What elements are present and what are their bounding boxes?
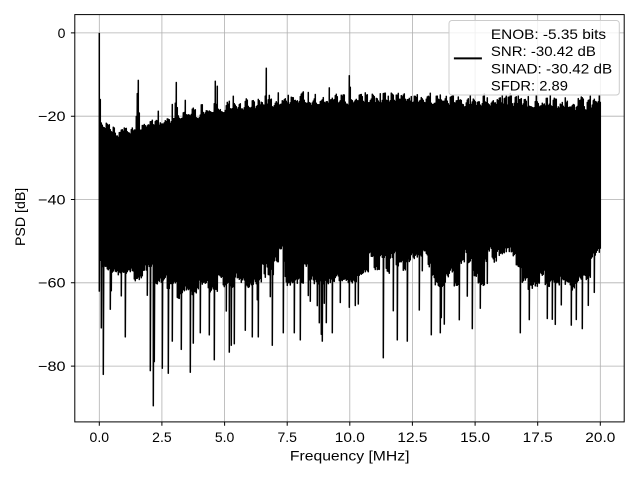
svg-text:0.0: 0.0 [90, 429, 110, 445]
svg-text:10.0: 10.0 [335, 429, 365, 445]
svg-text:7.5: 7.5 [277, 429, 297, 445]
svg-text:−60: −60 [38, 275, 66, 291]
svg-text:5.0: 5.0 [215, 429, 235, 445]
svg-text:−20: −20 [38, 108, 66, 124]
svg-text:SINAD: -30.42 dB: SINAD: -30.42 dB [491, 60, 612, 76]
svg-text:Frequency [MHz]: Frequency [MHz] [290, 448, 410, 464]
svg-text:SFDR: 2.89: SFDR: 2.89 [491, 78, 568, 94]
svg-text:0: 0 [58, 25, 66, 41]
svg-text:−80: −80 [38, 358, 66, 374]
svg-text:17.5: 17.5 [523, 429, 553, 445]
svg-text:−40: −40 [38, 191, 66, 207]
svg-text:20.0: 20.0 [585, 429, 615, 445]
svg-text:12.5: 12.5 [397, 429, 427, 445]
svg-text:2.5: 2.5 [152, 429, 172, 445]
svg-text:ENOB: -5.35 bits: ENOB: -5.35 bits [491, 26, 606, 42]
svg-text:15.0: 15.0 [460, 429, 490, 445]
svg-text:PSD [dB]: PSD [dB] [12, 188, 28, 246]
svg-text:SNR: -30.42 dB: SNR: -30.42 dB [491, 43, 596, 59]
